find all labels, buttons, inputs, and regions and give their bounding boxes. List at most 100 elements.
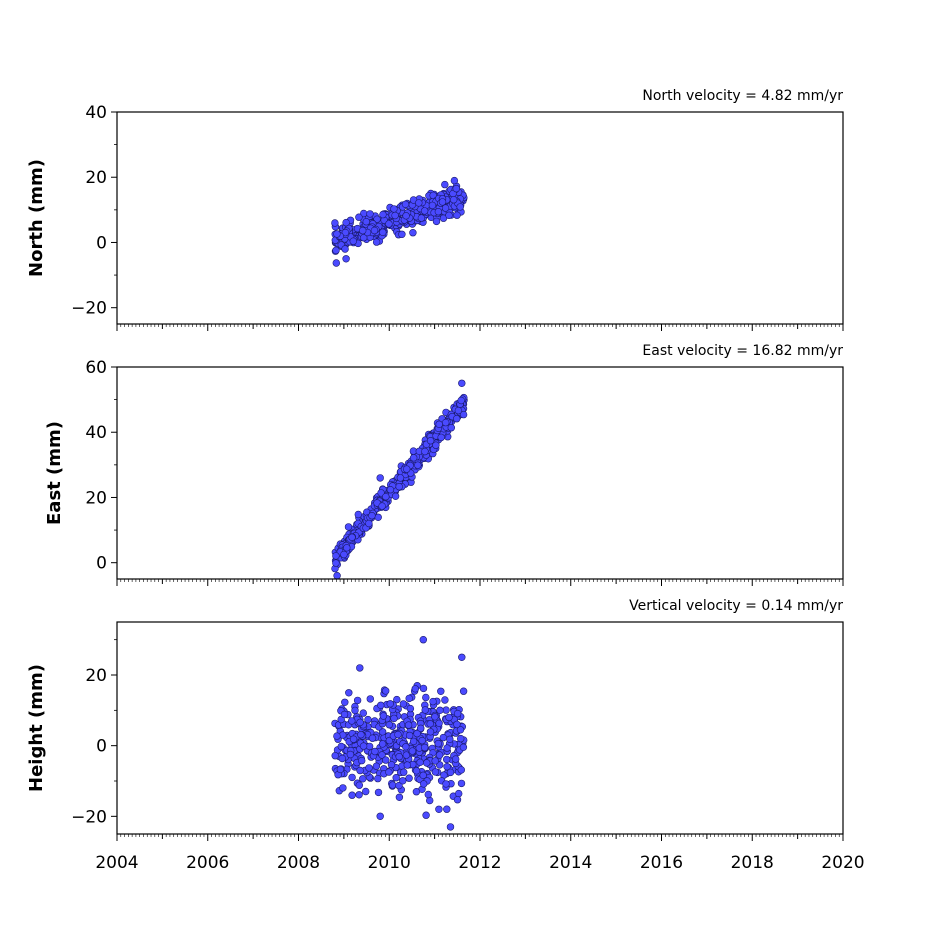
north-data-point xyxy=(453,211,461,219)
north-data-point xyxy=(349,237,357,245)
height-data-point xyxy=(374,774,382,783)
height-data-point xyxy=(429,697,437,706)
height-data-point xyxy=(333,732,341,740)
east-data-points xyxy=(331,379,468,580)
height-data-point xyxy=(346,750,355,759)
east-data-point xyxy=(435,420,443,428)
north-data-point xyxy=(391,211,399,220)
height-data-point xyxy=(382,687,390,695)
height-xtick-label: 2004 xyxy=(95,853,138,873)
height-data-point xyxy=(359,709,367,717)
height-data-point xyxy=(376,812,384,820)
height-data-point xyxy=(337,742,345,751)
height-ytick-label: 20 xyxy=(85,666,107,686)
height-data-point xyxy=(419,771,427,779)
north-data-point xyxy=(331,219,339,227)
height-data-point xyxy=(457,734,465,743)
east-data-point xyxy=(340,550,348,559)
height-data-point xyxy=(338,754,346,763)
height-data-point xyxy=(340,710,349,719)
height-data-point xyxy=(392,773,400,782)
height-data-point xyxy=(453,795,462,804)
east-data-point xyxy=(365,519,373,528)
height-data-point xyxy=(411,685,419,693)
north-data-point xyxy=(370,226,379,235)
height-data-point xyxy=(457,766,465,774)
height-data-point xyxy=(403,761,411,769)
north-data-point xyxy=(341,228,350,237)
north-data-point xyxy=(341,245,349,253)
height-data-point xyxy=(431,757,439,765)
north-data-point xyxy=(342,218,350,227)
height-data-point xyxy=(336,765,345,774)
height-data-point xyxy=(417,724,425,732)
height-data-point xyxy=(377,701,385,709)
height-data-point xyxy=(405,731,414,740)
height-data-point xyxy=(445,713,453,722)
height-data-point xyxy=(443,755,451,764)
height-data-point xyxy=(385,736,394,745)
height-data-point xyxy=(419,635,427,644)
height-data-point xyxy=(394,730,402,739)
height-data-point xyxy=(368,734,377,742)
north-data-point xyxy=(452,184,460,193)
east-data-point xyxy=(437,433,445,442)
height-data-point xyxy=(402,743,410,751)
height-xtick-label: 2008 xyxy=(277,853,320,873)
height-data-point xyxy=(436,706,444,714)
east-axes-frame xyxy=(116,366,844,580)
east-data-point xyxy=(457,396,465,405)
height-data-point xyxy=(426,796,434,805)
east-data-point xyxy=(459,410,468,419)
height-ylabel: Height (mm) xyxy=(26,664,47,792)
north-data-point xyxy=(434,208,443,216)
height-data-point xyxy=(399,700,408,708)
north-data-point xyxy=(385,220,393,228)
height-data-point xyxy=(413,729,421,738)
height-data-point xyxy=(331,751,339,760)
height-data-point xyxy=(416,758,424,766)
north-data-point xyxy=(379,228,387,237)
height-data-point xyxy=(395,781,403,790)
height-data-point xyxy=(378,728,387,736)
height-data-point xyxy=(379,712,388,720)
north-data-point xyxy=(362,218,370,226)
north-data-point xyxy=(450,196,458,204)
height-xtick-label: 2014 xyxy=(549,853,592,873)
height-data-point xyxy=(455,789,463,798)
height-data-point xyxy=(349,735,358,743)
east-data-point xyxy=(354,510,362,519)
east-data-point xyxy=(458,379,466,387)
north-data-point xyxy=(432,217,441,226)
height-data-point xyxy=(459,743,468,751)
height-data-point xyxy=(452,755,460,763)
east-data-point xyxy=(386,486,395,494)
height-data-point xyxy=(362,787,370,796)
height-data-point xyxy=(435,805,443,813)
height-panel: Vertical velocity = 0.14 mm/yr Height (m… xyxy=(26,598,865,873)
height-data-point xyxy=(378,740,387,748)
height-xtick-label: 2016 xyxy=(640,853,683,873)
height-data-point xyxy=(421,743,429,752)
north-data-point xyxy=(429,191,437,200)
east-ytick-label: 20 xyxy=(85,488,107,508)
north-data-point xyxy=(456,203,464,211)
north-data-point xyxy=(333,230,341,238)
height-data-point xyxy=(431,768,440,776)
height-data-point xyxy=(355,781,363,789)
height-data-point xyxy=(404,721,413,729)
height-data-point xyxy=(353,696,362,705)
north-data-point xyxy=(398,230,406,239)
north-axes-frame xyxy=(116,111,844,325)
height-data-point xyxy=(405,694,413,703)
height-data-point xyxy=(366,695,374,703)
north-data-points xyxy=(331,176,468,267)
east-data-point xyxy=(382,493,390,501)
height-data-point xyxy=(418,736,426,745)
east-data-point xyxy=(348,533,356,541)
height-data-point xyxy=(374,788,383,797)
height-data-point xyxy=(395,752,403,761)
height-data-point xyxy=(426,728,435,736)
north-velocity-title: North velocity = 4.82 mm/yr xyxy=(642,88,843,104)
